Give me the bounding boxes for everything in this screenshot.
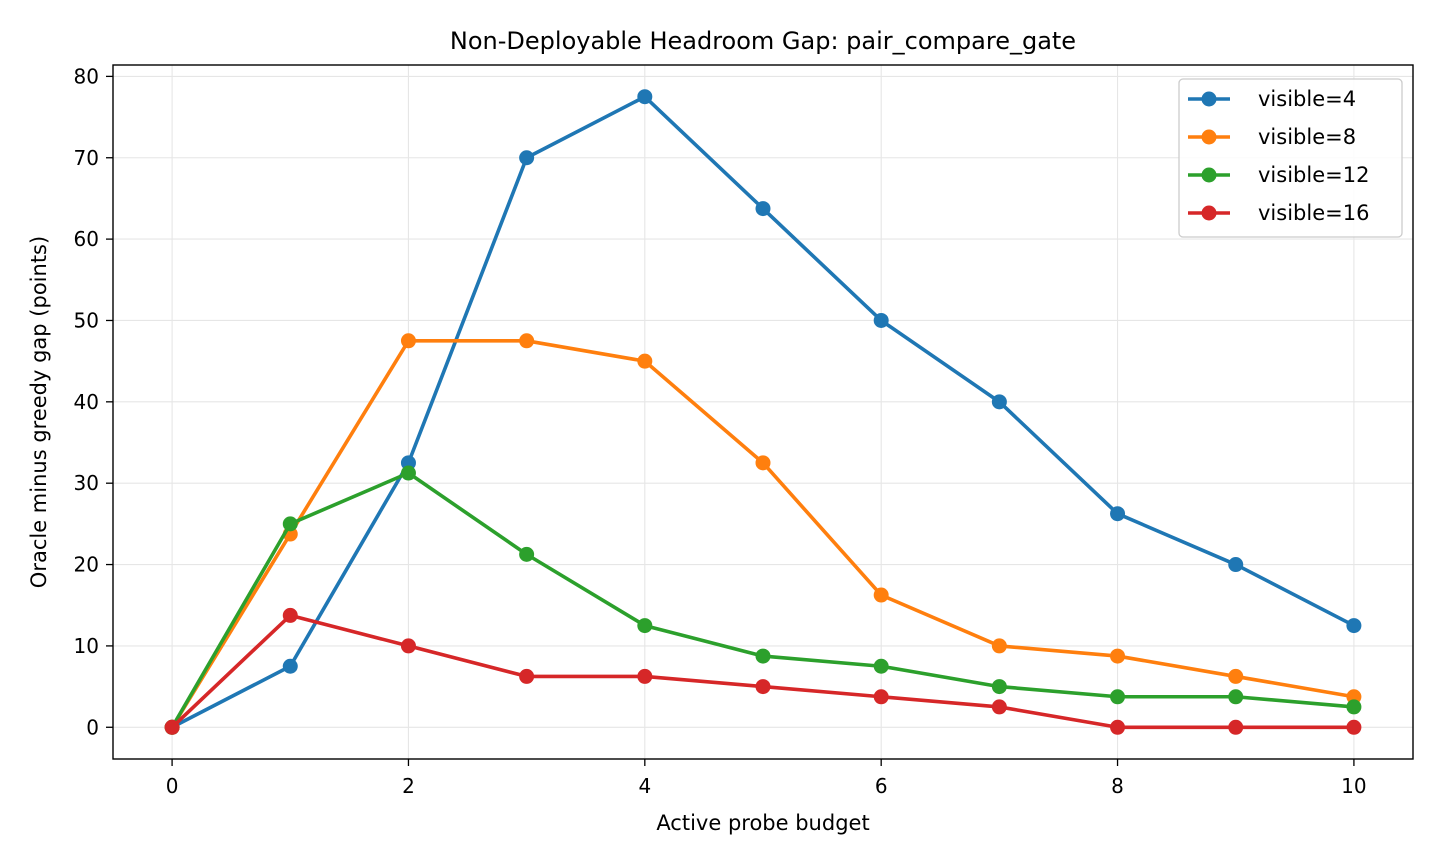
x-tick-label: 6 — [875, 774, 888, 798]
series-visible=4 — [164, 89, 1362, 735]
y-tick-label: 50 — [74, 308, 99, 332]
series-visible=12 — [164, 465, 1362, 735]
data-point — [1228, 557, 1244, 573]
data-point — [991, 638, 1007, 654]
data-point — [1346, 699, 1362, 715]
data-point — [282, 516, 298, 532]
legend-box — [1178, 78, 1403, 238]
data-point — [1228, 719, 1244, 735]
data-point — [519, 546, 535, 562]
data-point — [991, 699, 1007, 715]
y-tick-label: 10 — [74, 634, 99, 658]
data-point — [637, 668, 653, 684]
legend-item: visible=16 — [1188, 201, 1369, 225]
legend-item: visible=8 — [1188, 125, 1356, 149]
y-tick-label: 0 — [86, 715, 99, 739]
data-point — [873, 587, 889, 603]
data-point — [873, 689, 889, 705]
series-visible=16 — [164, 607, 1362, 735]
data-point — [282, 658, 298, 674]
data-point — [991, 394, 1007, 410]
legend-swatch-marker — [1201, 205, 1217, 221]
data-point — [637, 89, 653, 105]
data-point — [400, 333, 416, 349]
legend-swatch-marker — [1201, 91, 1217, 107]
grid — [113, 65, 1413, 759]
axis-ticks: 0 2 4 6 8 10 0 10 20 30 40 50 60 70 80 — [74, 64, 1367, 798]
data-point — [1110, 648, 1126, 664]
y-axis-label: Oracle minus greedy gap (points) — [27, 236, 51, 588]
data-point — [873, 312, 889, 328]
legend-label: visible=16 — [1258, 201, 1369, 225]
data-point — [637, 353, 653, 369]
series-layer — [164, 89, 1362, 735]
data-point — [519, 333, 535, 349]
x-tick-label: 0 — [166, 774, 179, 798]
legend-swatch-marker — [1201, 167, 1217, 183]
data-point — [991, 679, 1007, 695]
data-point — [519, 668, 535, 684]
data-point — [400, 465, 416, 481]
data-point — [1228, 689, 1244, 705]
legend-label: visible=4 — [1258, 87, 1356, 111]
data-point — [1110, 719, 1126, 735]
x-axis-label: Active probe budget — [656, 811, 869, 835]
x-tick-label: 10 — [1341, 774, 1366, 798]
legend-item: visible=12 — [1188, 163, 1369, 187]
y-tick-label: 60 — [74, 227, 99, 251]
legend-label: visible=8 — [1258, 125, 1356, 149]
data-point — [164, 719, 180, 735]
data-point — [637, 618, 653, 634]
data-point — [400, 638, 416, 654]
data-point — [1110, 689, 1126, 705]
data-point — [755, 679, 771, 695]
data-point — [1346, 719, 1362, 735]
y-tick-label: 80 — [74, 64, 99, 88]
x-tick-label: 2 — [402, 774, 415, 798]
legend: visible=4 visible=8 visible=12 visible=16 — [1178, 78, 1403, 238]
x-tick-label: 8 — [1111, 774, 1124, 798]
y-tick-label: 30 — [74, 471, 99, 495]
data-point — [282, 607, 298, 623]
legend-item: visible=4 — [1188, 87, 1356, 111]
data-point — [519, 150, 535, 166]
data-point — [1228, 668, 1244, 684]
data-point — [873, 658, 889, 674]
data-point — [1110, 506, 1126, 522]
y-tick-label: 40 — [74, 390, 99, 414]
chart-title: Non-Deployable Headroom Gap: pair_compar… — [450, 27, 1076, 55]
data-point — [1346, 618, 1362, 634]
y-tick-label: 70 — [74, 146, 99, 170]
x-tick-label: 4 — [638, 774, 651, 798]
y-tick-label: 20 — [74, 553, 99, 577]
legend-swatch-marker — [1201, 129, 1217, 145]
plot-frame — [112, 64, 1414, 760]
data-point — [755, 648, 771, 664]
legend-label: visible=12 — [1258, 163, 1369, 187]
data-point — [755, 201, 771, 217]
data-point — [755, 455, 771, 471]
